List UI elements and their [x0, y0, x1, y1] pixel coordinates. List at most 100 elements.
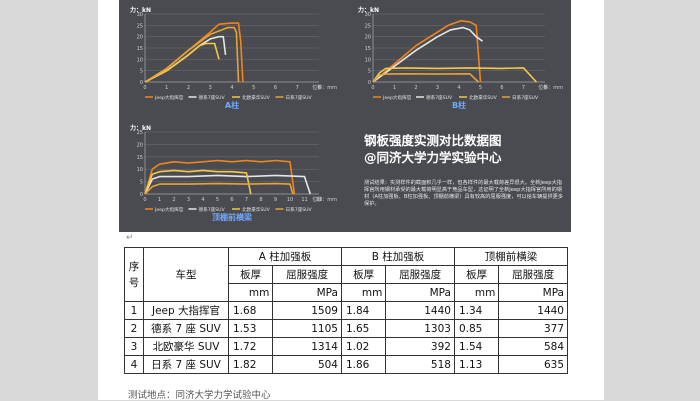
x-axis-label: 位移：mm: [538, 84, 563, 91]
x-tick-label: 1: [158, 197, 161, 203]
y-tick-label: 10: [365, 57, 371, 63]
x-tick-label: 7: [522, 85, 525, 91]
row-model: Jeep 大指挥官: [143, 301, 229, 320]
x-tick-label: 8: [543, 85, 546, 91]
x-axis-label: 位移：mm: [312, 196, 337, 203]
paragraph-mark: ↵: [126, 233, 134, 243]
a-thickness: 1.53: [227, 319, 274, 338]
series-line-2: [372, 26, 484, 83]
row-model: 德系 7 座 SUV: [143, 319, 229, 338]
x-tick-label: 2: [414, 85, 417, 91]
x-tick-label: 3: [436, 85, 439, 91]
legend-label: 德系7座SUV: [199, 94, 226, 101]
series-line-4: [144, 26, 240, 83]
y-tick-label: 20: [137, 142, 143, 148]
x-tick-label: 8: [259, 197, 262, 203]
b-thickness: 1.86: [340, 355, 387, 374]
chart-title: B柱: [452, 100, 466, 110]
chart-title: A柱: [225, 100, 239, 110]
x-tick-label: 3: [187, 197, 190, 203]
legend-label: 日系7座SUV: [286, 94, 313, 101]
series-line-4: [144, 182, 294, 195]
x-tick-label: 5: [216, 197, 219, 203]
unit-mm: mm: [453, 283, 500, 302]
header-thickness: 板厚: [340, 265, 387, 284]
y-tick-label: 25: [365, 23, 371, 29]
x-tick-label: 7: [296, 85, 299, 91]
series-line-1: [372, 20, 482, 83]
row-model: 日系 7 座 SUV: [143, 355, 229, 374]
document-page: 0 5 10 15 20 25 30 0 1 2 3 4 5 6 7 8 力：kN 位移：mm Jeep大指挥官 德系…: [98, 0, 604, 401]
x-tick-label: 1: [165, 85, 168, 91]
x-tick-label: 2: [187, 85, 190, 91]
x-tick-label: 12: [316, 197, 322, 203]
y-tick-label: 0: [140, 192, 143, 198]
y-axis-label: 力：kN: [130, 124, 151, 132]
row-index: 3: [124, 337, 144, 356]
a-yield: 1509: [272, 301, 342, 320]
chart-panel-2: 0 5 10 15 20 25 30 0 1 2 3 4 5 6 7 8 力：kN 位移：mm Jeep大指挥官 德系…: [358, 6, 563, 110]
b-yield: 1440: [385, 301, 455, 320]
y-axis-label: 力：kN: [130, 6, 151, 14]
y-tick-label: 15: [137, 46, 143, 52]
y-tick-label: 5: [368, 69, 371, 75]
header-yield: 屈服强度: [272, 265, 342, 284]
y-tick-label: 20: [137, 35, 143, 41]
b-thickness: 1.84: [340, 301, 387, 320]
x-tick-label: 0: [143, 197, 146, 203]
x-tick-label: 1: [393, 85, 396, 91]
y-tick-label: 25: [137, 130, 143, 136]
legend-label: 北欧豪华SUV: [242, 206, 271, 213]
b-yield: 1303: [385, 319, 455, 338]
a-thickness: 1.82: [227, 355, 274, 374]
x-tick-label: 3: [209, 85, 212, 91]
a-yield: 1105: [272, 319, 342, 338]
y-tick-label: 15: [365, 46, 371, 52]
unit-mpa: MPa: [385, 283, 455, 302]
roof-yield: 377: [498, 319, 568, 338]
roof-yield: 584: [498, 337, 568, 356]
x-tick-label: 10: [287, 197, 293, 203]
x-tick-label: 9: [274, 197, 277, 203]
b-yield: 518: [385, 355, 455, 374]
test-results-figure: 0 5 10 15 20 25 30 0 1 2 3 4 5 6 7 8 力：kN 位移：mm Jeep大指挥官 德系…: [119, 0, 571, 232]
a-yield: 504: [272, 355, 342, 374]
header-model: 车型: [143, 247, 229, 302]
roof-thickness: 1.13: [453, 355, 500, 374]
x-axis-label: 位移：mm: [312, 84, 337, 91]
y-tick-label: 20: [365, 35, 371, 41]
roof-yield: 1440: [498, 301, 568, 320]
header-thickness: 板厚: [453, 265, 500, 284]
legend-label: 德系7座SUV: [426, 94, 453, 101]
x-tick-label: 6: [230, 197, 233, 203]
chart-title: 顶棚前横梁: [212, 212, 253, 222]
table-row: 3 北欧豪华 SUV 1.72 1314 1.02 392 1.54 584: [124, 337, 568, 356]
test-location: 测试地点：同济大学力学试验中心: [128, 390, 271, 401]
legend-label: Jeep大指挥官: [154, 206, 184, 213]
table-row: 4 日系 7 座 SUV 1.82 504 1.86 518 1.13 635: [124, 355, 568, 374]
unit-mm: mm: [340, 283, 387, 302]
legend-label: 北欧豪华SUV: [469, 94, 498, 101]
legend-label: 日系7座SUV: [286, 206, 313, 213]
series-line-3: [144, 169, 252, 195]
header-yield: 屈服强度: [385, 265, 455, 284]
x-tick-label: 0: [371, 85, 374, 91]
x-tick-label: 4: [457, 85, 460, 91]
b-yield: 392: [385, 337, 455, 356]
header-index: 序号: [124, 247, 144, 302]
y-axis-label: 力：kN: [358, 6, 379, 14]
series-line-3: [372, 67, 537, 83]
header-group-b: B 柱加强板: [340, 247, 455, 266]
header-yield: 屈服强度: [498, 265, 568, 284]
x-tick-label: 5: [479, 85, 482, 91]
series-line-2: [144, 174, 312, 195]
strength-table: 序号 车型 A 柱加强板 B 柱加强板 顶棚前横梁 板厚 屈服强度 板厚 屈服强…: [124, 247, 569, 374]
series-line-1: [144, 159, 296, 195]
a-thickness: 1.72: [227, 337, 274, 356]
b-thickness: 1.65: [340, 319, 387, 338]
row-index: 4: [124, 355, 144, 374]
unit-mm: mm: [227, 283, 274, 302]
y-tick-label: 30: [137, 12, 143, 18]
x-tick-label: 4: [230, 85, 233, 91]
roof-yield: 635: [498, 355, 568, 374]
